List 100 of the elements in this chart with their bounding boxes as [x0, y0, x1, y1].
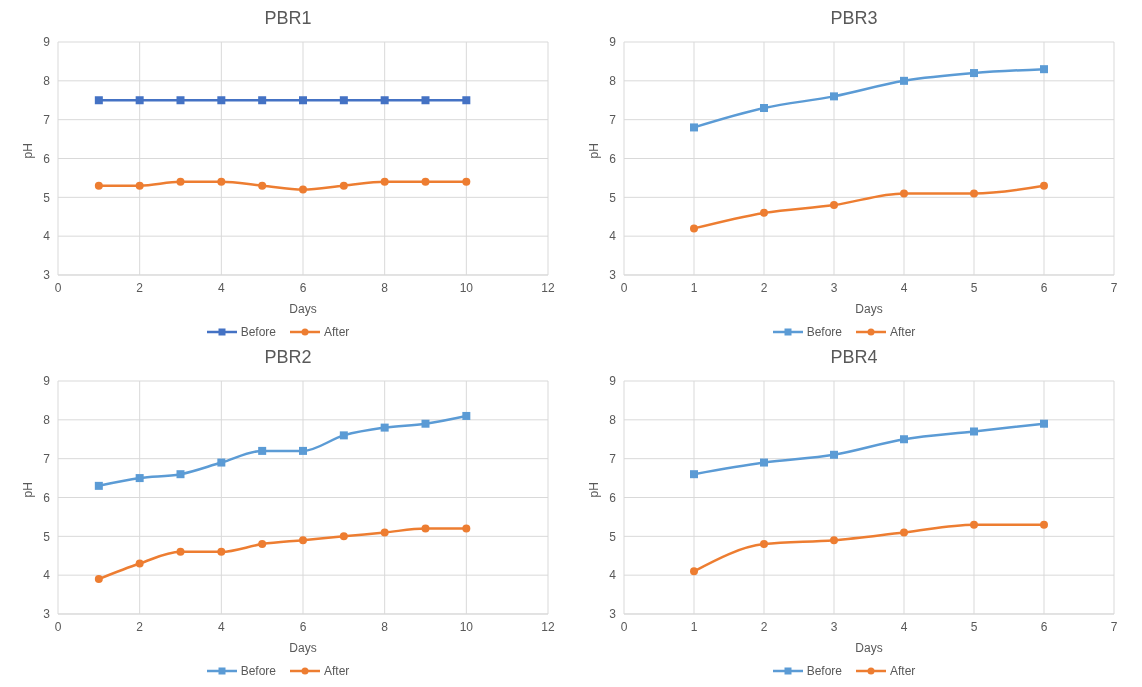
chart-title: PBR4: [829, 347, 879, 369]
x-axis-title: Days: [855, 641, 883, 655]
point: [299, 185, 307, 194]
point: [258, 446, 267, 455]
point: [830, 201, 838, 210]
y-tick-label: 4: [609, 568, 617, 583]
y-tick-label: 3: [43, 268, 51, 283]
point: [760, 208, 768, 217]
x-tick-label: 7: [1110, 280, 1118, 295]
point: [421, 177, 430, 186]
x-tick-label: 2: [136, 619, 144, 634]
x-tick-label: 10: [459, 619, 474, 634]
point: [135, 559, 144, 568]
point: [217, 458, 226, 467]
point: [760, 540, 768, 549]
point: [970, 69, 978, 78]
point: [135, 96, 144, 105]
point: [217, 547, 226, 556]
chart-title: PBR2: [263, 347, 313, 369]
x-tick-label: 0: [620, 280, 628, 295]
point: [258, 96, 267, 105]
y-tick-label: 4: [43, 229, 51, 244]
y-axis-title: pH: [21, 482, 36, 498]
point: [690, 567, 698, 576]
x-tick-label: 0: [54, 619, 62, 634]
x-axis-title: Days: [289, 641, 317, 655]
x-tick-label: 3: [830, 280, 838, 295]
y-tick-label: 5: [609, 190, 617, 205]
point: [339, 532, 348, 541]
point: [1040, 419, 1048, 428]
point: [462, 411, 471, 420]
x-tick-label: 5: [970, 619, 978, 634]
x-tick-label: 2: [136, 280, 144, 295]
point: [690, 470, 698, 479]
point: [94, 575, 103, 584]
point: [94, 181, 103, 190]
point: [380, 96, 389, 105]
x-axis-title: Days: [289, 302, 317, 316]
point: [970, 189, 978, 198]
y-tick-label: 6: [609, 151, 617, 166]
point: [135, 181, 144, 190]
y-tick-label: 5: [43, 529, 51, 544]
legend-label: After: [890, 325, 916, 339]
y-tick-label: 3: [43, 607, 51, 622]
y-tick-label: 9: [609, 374, 617, 389]
point: [462, 177, 471, 186]
point: [339, 181, 348, 190]
point: [970, 427, 978, 436]
x-tick-label: 10: [459, 280, 474, 295]
x-tick-label: 4: [900, 280, 908, 295]
point: [1040, 181, 1048, 190]
point: [380, 528, 389, 537]
point: [135, 474, 144, 483]
point: [421, 96, 430, 105]
y-tick-label: 7: [43, 112, 51, 127]
y-axis-title: pH: [587, 143, 602, 159]
point: [217, 177, 226, 186]
y-axis-title: pH: [21, 143, 36, 159]
point: [421, 524, 430, 533]
point: [339, 96, 348, 105]
point: [462, 96, 471, 105]
y-tick-label: 5: [43, 190, 51, 205]
point: [970, 520, 978, 529]
point: [339, 431, 348, 440]
y-tick-label: 7: [609, 112, 617, 127]
x-tick-label: 4: [900, 619, 908, 634]
y-tick-label: 7: [609, 451, 617, 466]
y-tick-label: 5: [609, 529, 617, 544]
x-tick-label: 1: [690, 619, 698, 634]
x-tick-label: 1: [690, 280, 698, 295]
x-tick-label: 0: [54, 280, 62, 295]
y-axis-title: pH: [587, 482, 602, 498]
y-tick-label: 9: [609, 35, 617, 50]
point: [830, 450, 838, 459]
x-tick-label: 4: [217, 619, 225, 634]
y-tick-label: 6: [43, 490, 51, 505]
point: [299, 96, 307, 105]
x-axis-title: Days: [855, 302, 883, 316]
x-tick-label: 4: [217, 280, 225, 295]
legend-label: Before: [240, 325, 276, 339]
legend-label: Before: [806, 325, 842, 339]
legend-label: After: [890, 664, 916, 678]
y-tick-label: 4: [609, 229, 617, 244]
point: [1040, 65, 1048, 74]
point: [176, 547, 185, 556]
x-tick-label: 12: [541, 280, 555, 295]
point: [900, 189, 908, 198]
x-tick-label: 6: [1040, 619, 1048, 634]
y-tick-label: 3: [609, 268, 617, 283]
legend-label: After: [324, 664, 350, 678]
point: [258, 540, 267, 549]
y-tick-label: 8: [609, 413, 617, 428]
chart-title: PBR3: [829, 8, 879, 30]
point: [421, 419, 430, 428]
y-tick-label: 7: [43, 451, 51, 466]
point: [900, 76, 908, 85]
point: [176, 177, 185, 186]
legend-label: After: [324, 325, 350, 339]
point: [760, 458, 768, 467]
point: [176, 470, 185, 479]
